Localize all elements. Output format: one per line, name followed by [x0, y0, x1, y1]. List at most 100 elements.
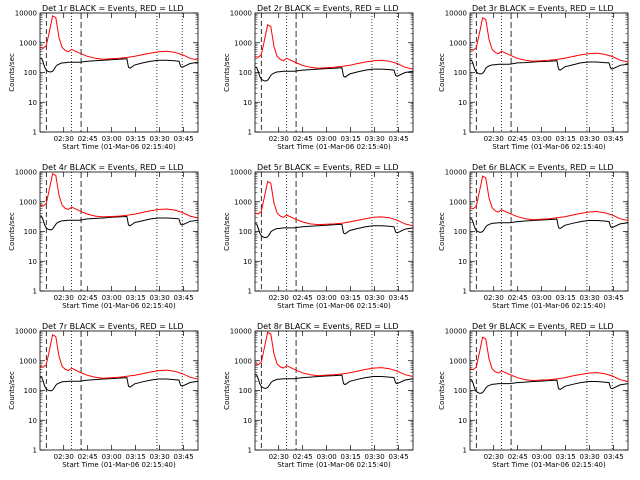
series-line-events: [470, 379, 629, 394]
series-line-lld: [254, 331, 414, 377]
series-line-lld: [39, 334, 199, 380]
y-tick-label: 10000: [445, 169, 467, 177]
y-tick-label: 1: [33, 447, 37, 455]
panel-2: Det 2r BLACK = Events, RED = LLD 1 10 100 10…: [223, 4, 414, 151]
y-tick-label: 100: [239, 69, 252, 77]
x-tick-label: 03:45: [604, 135, 624, 143]
x-tick-label: 03:15: [126, 135, 146, 143]
plot-frame: [469, 171, 629, 292]
y-tick-label: 10000: [445, 328, 467, 336]
panel-title: Det 4r BLACK = Events, RED = LLD: [42, 163, 184, 172]
x-tick-label: 03:30: [365, 294, 385, 302]
x-tick-label: 02:45: [293, 294, 313, 302]
series-line-lld: [254, 24, 414, 70]
x-tick-label: 02:45: [78, 135, 98, 143]
x-axis-label: Start Time (01-Mar-06 02:15:40): [62, 143, 176, 151]
x-tick-label: 02:45: [508, 294, 528, 302]
x-tick-label: 03:00: [317, 135, 337, 143]
x-tick-label: 03:45: [389, 453, 409, 461]
y-tick-label: 1: [248, 288, 252, 296]
y-tick-label: 10: [458, 258, 467, 266]
y-tick-label: 1: [33, 288, 37, 296]
x-tick-label: 03:45: [604, 453, 624, 461]
panel-1: Det 1r BLACK = Events, RED = LLD 1 10 100 10…: [8, 4, 199, 151]
x-tick-label: 02:45: [293, 453, 313, 461]
y-tick-label: 10000: [230, 10, 252, 18]
panel-title: Det 5r BLACK = Events, RED = LLD: [257, 163, 399, 172]
panel-title: Det 1r BLACK = Events, RED = LLD: [42, 4, 184, 13]
x-tick-label: 02:45: [78, 294, 98, 302]
y-tick-label: 100: [454, 387, 467, 395]
x-tick-label: 03:45: [389, 294, 409, 302]
series-line-events: [255, 374, 414, 389]
y-tick-label: 10: [458, 99, 467, 107]
x-tick-label: 02:45: [508, 453, 528, 461]
y-tick-label: 10000: [230, 169, 252, 177]
panel-7: Det 7r BLACK = Events, RED = LLD 1 10 100 10…: [8, 322, 199, 469]
y-axis-label: Counts/sec: [8, 371, 16, 410]
y-tick-label: 10000: [15, 169, 37, 177]
panel-title: Det 7r BLACK = Events, RED = LLD: [42, 322, 184, 331]
y-tick-label: 10000: [15, 10, 37, 18]
y-tick-label: 100: [239, 387, 252, 395]
x-tick-label: 03:00: [102, 294, 122, 302]
panel-9: Det 9r BLACK = Events, RED = LLD 1 10 100 10…: [438, 322, 629, 469]
x-axis-label: Start Time (01-Mar-06 02:15:40): [492, 143, 606, 151]
y-tick-label: 1000: [19, 39, 37, 47]
x-tick-label: 02:30: [269, 294, 289, 302]
y-tick-label: 10: [458, 417, 467, 425]
panel-5: Det 5r BLACK = Events, RED = LLD 1 10 100 10…: [223, 163, 414, 310]
series-line-events: [255, 66, 414, 82]
x-tick-label: 03:00: [317, 453, 337, 461]
x-tick-label: 02:30: [54, 294, 74, 302]
y-tick-label: 10: [28, 99, 37, 107]
x-tick-label: 03:00: [532, 135, 552, 143]
x-axis-label: Start Time (01-Mar-06 02:15:40): [492, 302, 606, 310]
plot-frame: [39, 12, 199, 133]
y-tick-label: 1000: [234, 198, 252, 206]
x-tick-label: 03:45: [604, 294, 624, 302]
x-tick-label: 03:15: [341, 294, 361, 302]
x-tick-label: 03:45: [389, 135, 409, 143]
x-tick-label: 03:30: [365, 453, 385, 461]
plot-frame: [254, 171, 414, 292]
y-tick-label: 100: [454, 69, 467, 77]
y-tick-label: 10000: [15, 328, 37, 336]
series-line-lld: [254, 180, 414, 227]
x-tick-label: 03:15: [556, 135, 576, 143]
series-line-events: [40, 215, 199, 231]
x-tick-label: 03:15: [341, 453, 361, 461]
y-axis-label: Counts/sec: [8, 53, 16, 92]
series-line-lld: [469, 17, 629, 63]
plot-frame: [254, 12, 414, 133]
x-tick-label: 03:15: [341, 135, 361, 143]
x-axis-label: Start Time (01-Mar-06 02:15:40): [492, 461, 606, 469]
y-tick-label: 1: [248, 447, 252, 455]
x-axis-label: Start Time (01-Mar-06 02:15:40): [277, 461, 391, 469]
y-tick-label: 10000: [445, 10, 467, 18]
panel-title: Det 6r BLACK = Events, RED = LLD: [472, 163, 614, 172]
x-tick-label: 03:15: [126, 453, 146, 461]
y-axis-label: Counts/sec: [438, 371, 446, 410]
series-line-events: [40, 376, 199, 392]
y-tick-label: 100: [239, 228, 252, 236]
y-tick-label: 1: [463, 129, 467, 137]
x-tick-label: 03:00: [532, 453, 552, 461]
plot-frame: [39, 171, 199, 292]
y-tick-label: 100: [24, 387, 37, 395]
x-tick-label: 03:45: [174, 294, 194, 302]
panel-title: Det 2r BLACK = Events, RED = LLD: [257, 4, 399, 13]
y-tick-label: 10: [243, 99, 252, 107]
plot-frame: [469, 12, 629, 133]
x-tick-label: 02:45: [293, 135, 313, 143]
x-tick-label: 03:30: [150, 135, 170, 143]
y-axis-label: Counts/sec: [223, 53, 231, 92]
series-line-events: [40, 57, 199, 73]
y-tick-label: 1000: [449, 39, 467, 47]
x-tick-label: 03:00: [102, 135, 122, 143]
panel-title: Det 9r BLACK = Events, RED = LLD: [472, 322, 614, 331]
x-axis-label: Start Time (01-Mar-06 02:15:40): [62, 461, 176, 469]
panel-title: Det 3r BLACK = Events, RED = LLD: [472, 4, 614, 13]
x-tick-label: 03:30: [150, 453, 170, 461]
